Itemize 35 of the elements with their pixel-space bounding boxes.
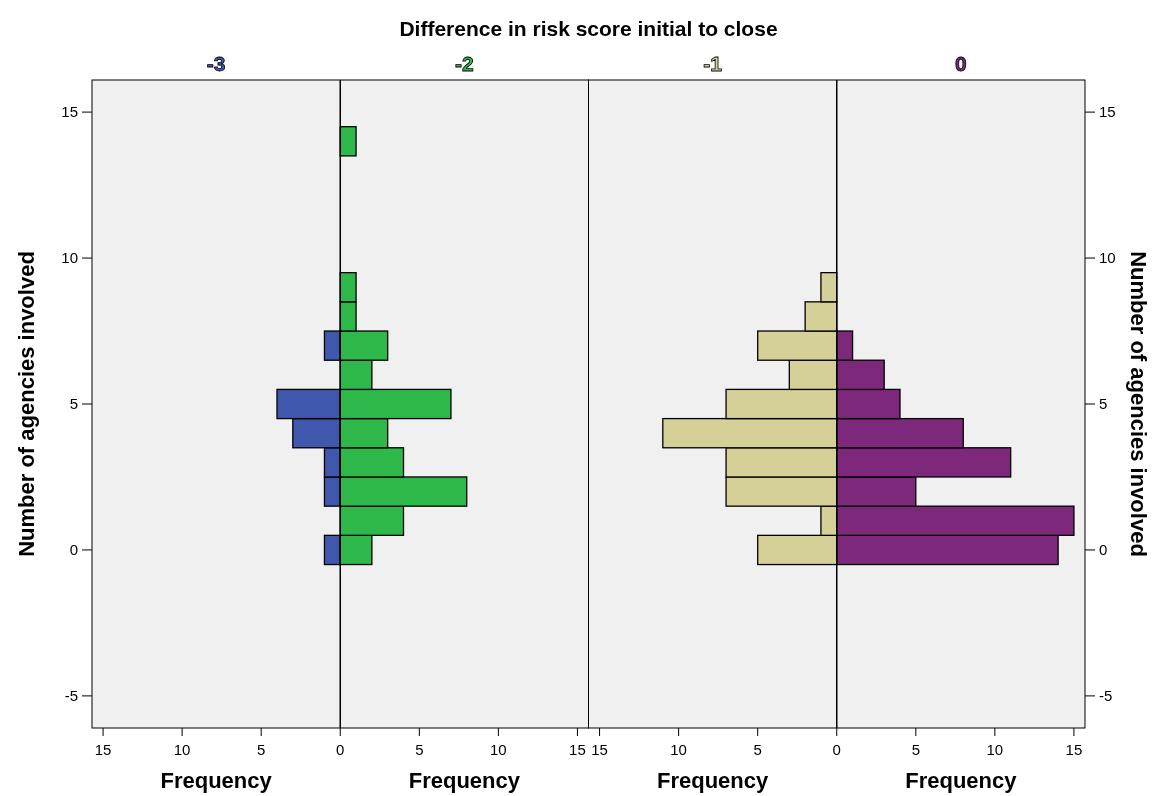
y-tick-label: 0 — [1099, 541, 1108, 559]
y-axis-title: Number of agencies involved — [1126, 251, 1151, 557]
x-axis-title: Frequency — [656, 768, 770, 793]
y-tick-label: 15 — [1099, 103, 1116, 121]
x-tick-label: 5 — [415, 741, 424, 758]
y-tick-label: 5 — [1099, 395, 1108, 413]
chart-title: Difference in risk score initial to close — [399, 17, 778, 40]
y-tick-label: 5 — [69, 395, 78, 413]
x-tick-label: 15 — [1065, 741, 1083, 758]
y-tick-label: 0 — [69, 541, 78, 559]
x-tick-label: 0 — [832, 741, 841, 758]
text: Frequency — [408, 768, 521, 793]
text: -2 — [455, 52, 474, 75]
x-tick-label: 5 — [257, 741, 266, 758]
text: Frequency — [905, 768, 1017, 793]
x-tick-label: 15 — [94, 741, 112, 758]
text: -1 — [703, 52, 723, 75]
x-tick-label: 5 — [753, 741, 762, 758]
x-tick-label: 10 — [670, 741, 687, 758]
x-tick-label: 0 — [336, 741, 345, 758]
x-tick-label: 15 — [569, 741, 586, 758]
text: -3 — [206, 52, 226, 75]
x-tick-label: 10 — [173, 741, 191, 758]
y-tick-label: 10 — [1099, 249, 1116, 267]
y-tick-label: 15 — [61, 103, 78, 121]
y-tick-label: 10 — [61, 249, 78, 267]
text: 0 — [955, 52, 967, 75]
y-tick-label: -5 — [64, 687, 78, 705]
y-axis-title: Number of agencies involved — [14, 251, 39, 557]
x-tick-label: 10 — [986, 741, 1004, 758]
x-tick-label: 15 — [591, 741, 608, 758]
y-tick-label: -5 — [1099, 687, 1113, 705]
x-tick-label: 5 — [911, 741, 920, 758]
x-tick-label: 10 — [490, 741, 507, 758]
x-axis-title: Frequency — [160, 768, 273, 793]
